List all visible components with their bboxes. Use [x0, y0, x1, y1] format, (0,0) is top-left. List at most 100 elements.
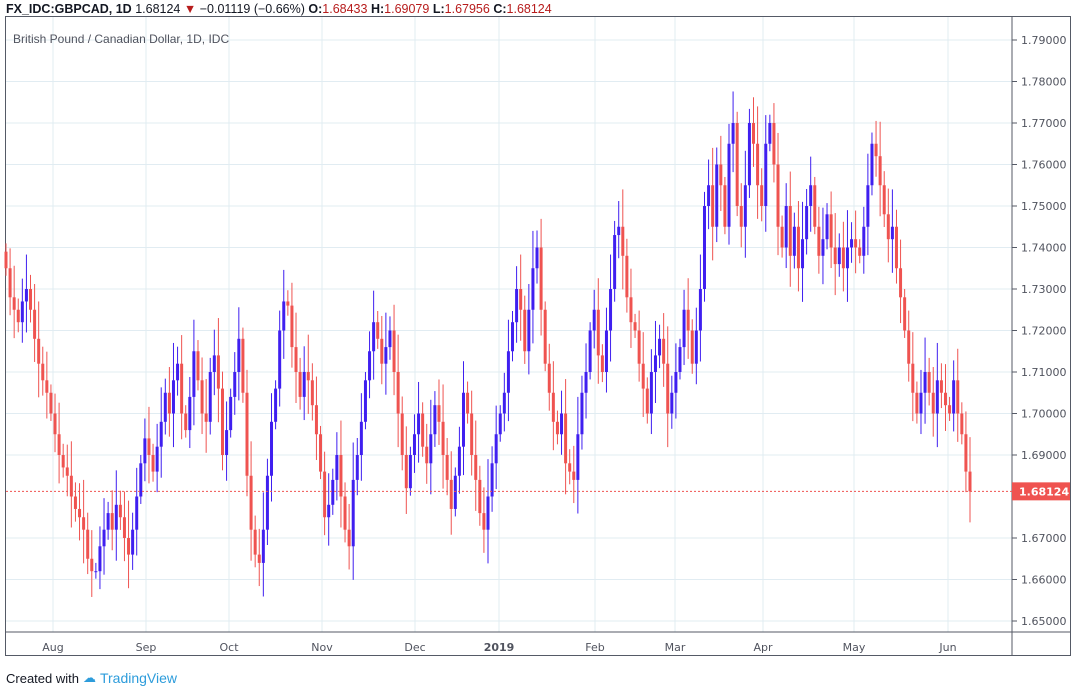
candle-down — [86, 529, 90, 559]
candle-down — [441, 421, 445, 455]
candle-up — [866, 185, 870, 227]
candle-up — [678, 347, 682, 372]
candle-down — [633, 322, 637, 331]
candle-up — [502, 392, 506, 414]
candle-down — [948, 405, 952, 414]
candle-down — [380, 338, 384, 364]
open-label: O: — [308, 2, 323, 16]
chart-title: British Pound / Canadian Dollar, 1D, IDC — [13, 32, 230, 46]
candle-up — [821, 239, 825, 256]
tradingview-brand[interactable]: TradingView — [99, 670, 178, 686]
candle-down — [421, 413, 425, 447]
candle-up — [870, 143, 874, 186]
candle-up — [270, 421, 274, 476]
x-tick-label: Mar — [665, 641, 686, 654]
candle-up — [494, 434, 498, 464]
candle-up — [490, 463, 494, 497]
candle-down — [711, 185, 715, 227]
candle-up — [609, 289, 613, 331]
candle-down — [686, 309, 690, 331]
candle-down — [167, 392, 171, 414]
chart-frame — [5, 16, 1071, 656]
candle-down — [939, 380, 943, 393]
candle-down — [29, 289, 33, 310]
candle-down — [376, 322, 380, 339]
candle-down — [339, 455, 343, 497]
candle-down — [723, 185, 727, 227]
candle-down — [666, 363, 670, 414]
x-tick-label: Feb — [585, 641, 604, 654]
candle-down — [118, 504, 122, 518]
candle-down — [437, 405, 441, 422]
candle-up — [837, 247, 841, 265]
candle-down — [319, 434, 323, 472]
candle-up — [131, 529, 135, 555]
candle-down — [180, 363, 184, 414]
candle-up — [461, 392, 465, 447]
candle-down — [220, 388, 224, 455]
candle-up — [694, 330, 698, 364]
candle-up — [584, 372, 588, 393]
candle-up — [282, 301, 286, 331]
candle-up — [274, 388, 278, 422]
candle-up — [743, 185, 747, 227]
x-tick-label: Sep — [136, 641, 157, 654]
candle-up — [768, 123, 772, 144]
candle-down — [735, 123, 739, 206]
symbol-name: FX_IDC:GBPCAD, 1D — [6, 2, 132, 16]
candle-down — [392, 330, 396, 372]
candle-up — [486, 496, 490, 530]
candle-down — [396, 372, 400, 414]
candle-up — [809, 185, 813, 206]
candle-up — [923, 372, 927, 393]
open-value: 1.68433 — [322, 2, 368, 16]
candle-down — [466, 392, 470, 414]
x-tick-label: Jun — [938, 641, 956, 654]
candle-down — [829, 214, 833, 248]
candle-down — [960, 413, 964, 435]
candle-up — [388, 330, 392, 348]
candle-up — [20, 301, 24, 323]
candle-down — [253, 529, 257, 555]
y-tick-label: 1.67000 — [1021, 532, 1067, 545]
candle-down — [911, 363, 915, 393]
candle-up — [698, 289, 702, 331]
candle-up — [707, 185, 711, 206]
tradingview-logo-icon: ☁ — [82, 670, 96, 685]
candle-down — [772, 123, 776, 165]
candle-down — [61, 455, 65, 468]
candle-up — [233, 372, 237, 397]
candle-down — [882, 185, 886, 215]
candle-down — [568, 463, 572, 472]
candle-down — [449, 479, 453, 509]
candle-up — [613, 235, 617, 289]
candle-up — [531, 268, 535, 310]
candle-up — [658, 338, 662, 356]
candle-up — [225, 430, 229, 455]
candle-down — [637, 330, 641, 364]
candle-down — [404, 455, 408, 489]
last-price-badge — [1012, 482, 1070, 501]
high-label: H: — [370, 2, 385, 16]
candle-up — [702, 206, 706, 289]
candle-down — [216, 355, 220, 389]
candle-up — [498, 413, 502, 435]
candle-down — [257, 554, 261, 563]
candle-down — [33, 309, 37, 339]
candle-up — [408, 455, 412, 489]
candle-up — [527, 309, 531, 352]
candle-down — [629, 297, 633, 323]
candle-down — [151, 455, 155, 472]
candle-up — [139, 463, 143, 497]
candle-up — [155, 446, 159, 472]
candle-down — [8, 268, 12, 298]
candle-down — [756, 143, 760, 186]
x-tick-label: Apr — [753, 641, 773, 654]
y-tick-label: 1.71000 — [1021, 366, 1067, 379]
candle-up — [890, 226, 894, 240]
candle-down — [788, 206, 792, 256]
candle-up — [511, 322, 515, 352]
candle-down — [625, 255, 629, 298]
candle-up — [649, 372, 653, 414]
